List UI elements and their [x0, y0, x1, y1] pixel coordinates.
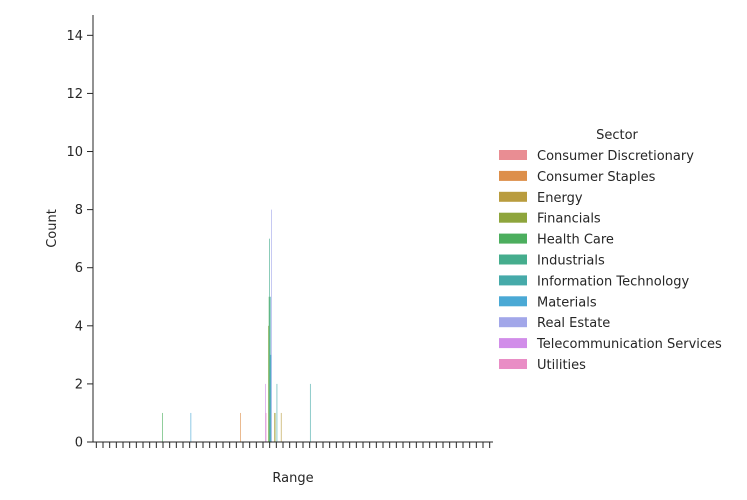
bars-layer: [162, 209, 311, 442]
legend-swatch: [499, 254, 527, 265]
legend-label: Financials: [537, 212, 601, 227]
bar-financials: [268, 325, 269, 442]
legend-label: Consumer Discretionary: [537, 149, 694, 164]
y-tick-label: 4: [75, 319, 83, 334]
y-ticks-layer: 0 2 4 6 8 10 12 14: [66, 29, 93, 451]
legend-label: Information Technology: [537, 274, 690, 289]
legend-swatch: [499, 275, 527, 286]
legend-swatch: [499, 338, 527, 349]
bar-materials: [270, 354, 272, 442]
legend-swatch: [499, 212, 527, 223]
y-axis-title: Count: [45, 209, 60, 248]
bar-information-technology: [269, 296, 271, 442]
y-tick-label: 0: [75, 436, 83, 451]
x-axis-title: Range: [272, 471, 313, 486]
legend-label: Real Estate: [537, 316, 610, 331]
legend-swatch: [499, 296, 527, 307]
y-tick-label: 14: [66, 29, 83, 44]
bar-consumer-staples: [240, 412, 241, 442]
bar-information-technology: [309, 383, 311, 442]
bar-energy: [280, 412, 282, 442]
legend-label: Telecommunication Services: [536, 337, 722, 352]
bar-financials: [274, 412, 276, 442]
bar-materials: [190, 412, 192, 442]
legend-label: Health Care: [537, 233, 614, 248]
bar-energy: [274, 412, 275, 442]
legend-title: Sector: [596, 128, 638, 143]
legend-swatch: [499, 233, 527, 244]
y-tick-label: 2: [75, 377, 83, 392]
y-tick-label: 10: [66, 145, 83, 160]
legend-swatch: [499, 170, 527, 181]
y-tick-label: 8: [75, 203, 83, 218]
bar-health-care: [162, 412, 163, 442]
legend-swatch: [499, 317, 527, 328]
legend-label: Energy: [537, 191, 583, 206]
bar-health-care: [268, 296, 270, 442]
legend-swatch: [499, 150, 527, 160]
legend-swatch: [499, 359, 527, 369]
bar-telecommunication-services: [265, 383, 266, 442]
legend-swatch: [499, 191, 527, 202]
legend-label: Materials: [537, 295, 597, 310]
bar-real-estate: [271, 209, 272, 442]
bar-utilities: [265, 412, 267, 442]
bar-industrials: [269, 238, 270, 442]
legend-label: Utilities: [537, 358, 586, 373]
x-ticks-layer: [95, 442, 491, 448]
legend: Sector Consumer Discretionary Consumer St…: [499, 128, 722, 373]
bar-information-technology: [276, 383, 278, 442]
y-tick-label: 6: [75, 261, 83, 276]
legend-label: Industrials: [537, 254, 605, 269]
y-tick-label: 12: [66, 87, 83, 102]
legend-label: Consumer Staples: [537, 170, 656, 185]
